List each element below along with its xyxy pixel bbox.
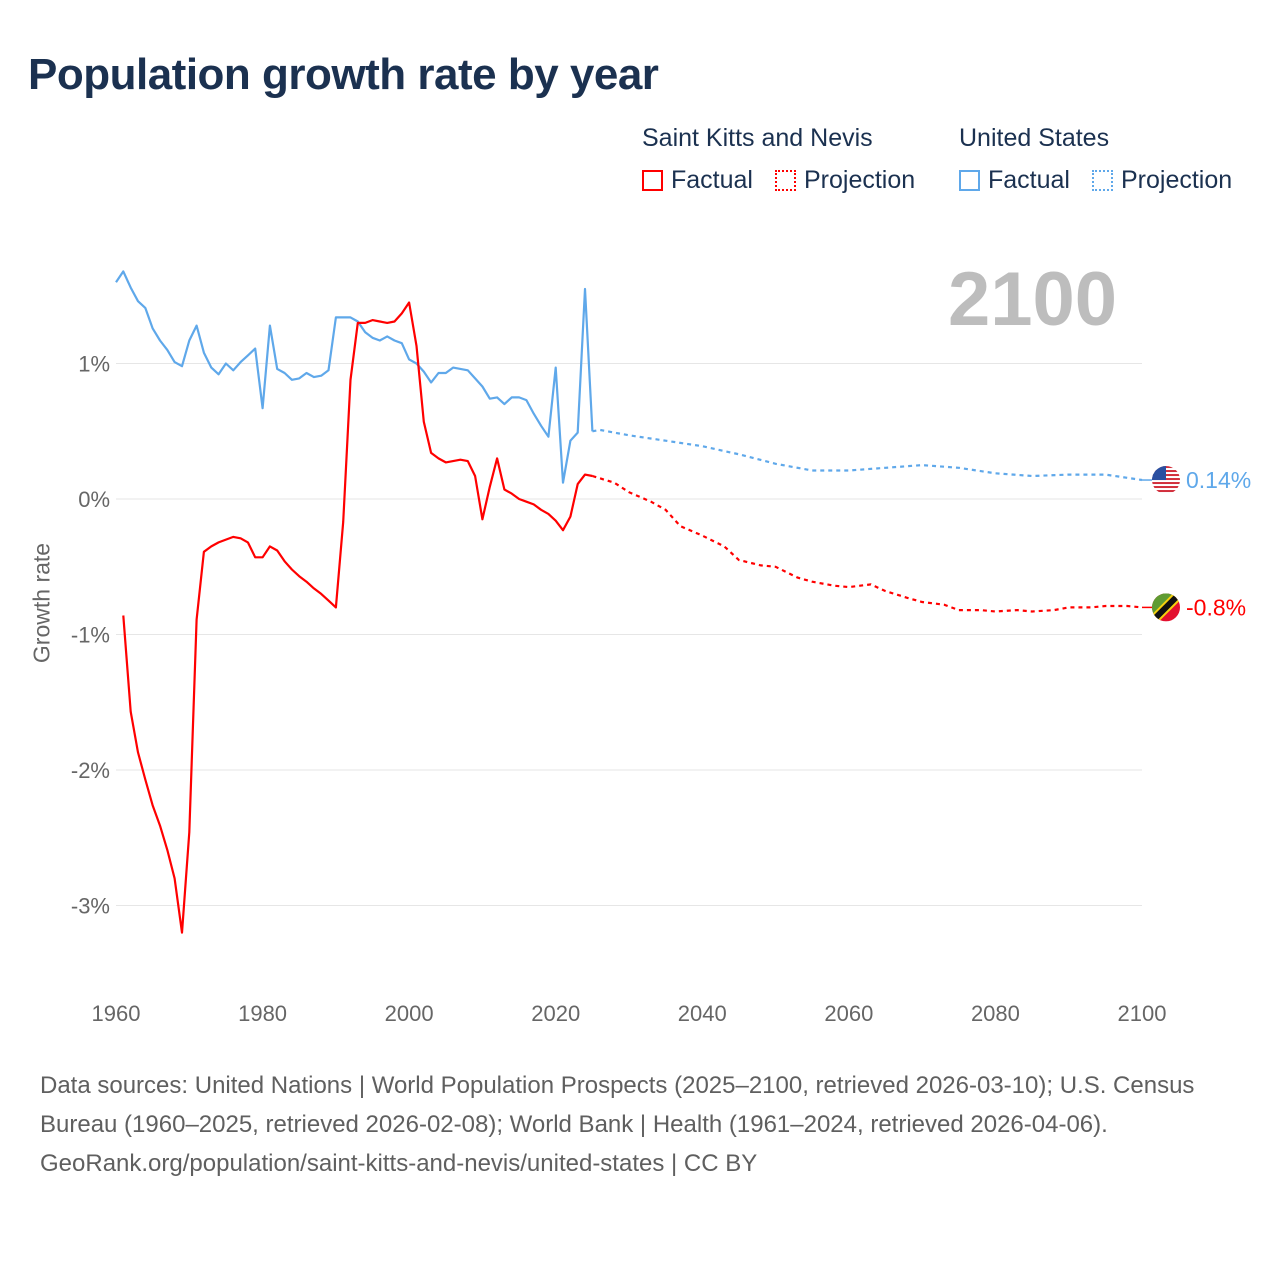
- legend-skn-factual[interactable]: Factual: [642, 166, 753, 195]
- legend-us-factual[interactable]: Factual: [959, 166, 1070, 195]
- footer: Data sources: United Nations | World Pop…: [40, 1066, 1230, 1183]
- end-value-label: -0.8%: [1186, 594, 1246, 620]
- legend-heading-us: United States: [959, 124, 1110, 152]
- credit-link[interactable]: GeoRank.org/population/saint-kitts-and-n…: [40, 1150, 758, 1177]
- y-tick-label: -1%: [71, 623, 110, 648]
- dotted-swatch-icon: [775, 170, 796, 191]
- legend-heading-skn: Saint Kitts and Nevis: [642, 124, 873, 152]
- skn-flag-icon: [1152, 593, 1180, 622]
- us-flag-icon: [1152, 466, 1180, 495]
- legend-skn-projection[interactable]: Projection: [775, 166, 915, 195]
- solid-swatch-icon: [959, 170, 980, 191]
- y-tick-label: -2%: [71, 758, 110, 783]
- data-sources: Data sources: United Nations | World Pop…: [40, 1072, 1195, 1138]
- x-tick-label: 2100: [1118, 1001, 1167, 1026]
- y-tick-label: -3%: [71, 894, 110, 919]
- legend-label: Projection: [1121, 166, 1233, 194]
- x-tick-label: 2000: [385, 1001, 434, 1026]
- united-states-projection-line: [592, 428, 1143, 482]
- x-tick-label: 2080: [971, 1001, 1020, 1026]
- saint-kitts-and-nevis-projection-line: [592, 474, 1143, 613]
- page-title: Population growth rate by year: [28, 50, 659, 99]
- dotted-swatch-icon: [1092, 170, 1113, 191]
- x-tick-label: 2020: [531, 1001, 580, 1026]
- current-year-label: 2100: [948, 257, 1118, 342]
- x-tick-label: 1980: [238, 1001, 287, 1026]
- x-tick-label: 1960: [92, 1001, 141, 1026]
- x-tick-label: 2040: [678, 1001, 727, 1026]
- x-tick-label: 2060: [824, 1001, 873, 1026]
- saint-kitts-and-nevis-factual-line: [122, 301, 593, 934]
- end-value-label: 0.14%: [1186, 467, 1251, 493]
- legend-label: Factual: [988, 166, 1070, 194]
- united-states-factual-line: [115, 270, 594, 484]
- legend-label: Projection: [804, 166, 916, 194]
- legend-label: Factual: [671, 166, 753, 194]
- y-tick-label: 1%: [78, 352, 110, 377]
- solid-swatch-icon: [642, 170, 663, 191]
- y-tick-label: 0%: [78, 487, 110, 512]
- legend-us-projection[interactable]: Projection: [1092, 166, 1232, 195]
